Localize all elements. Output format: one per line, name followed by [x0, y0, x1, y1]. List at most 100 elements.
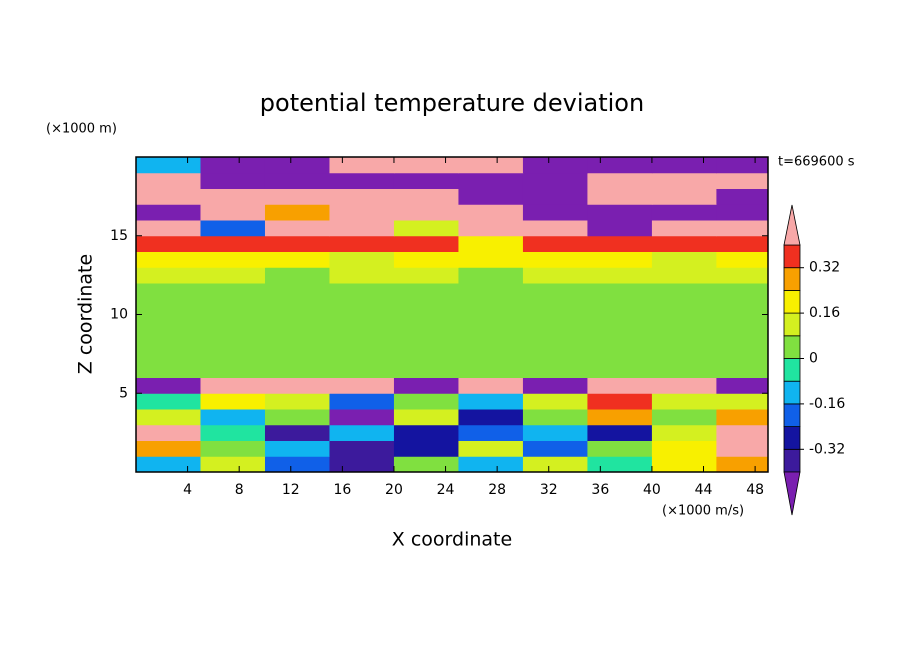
- contour-cell: [522, 346, 588, 378]
- contour-cell: [393, 283, 459, 315]
- contour-cell: [458, 188, 524, 205]
- contour-cell: [651, 251, 717, 268]
- contour-cell: [716, 172, 769, 189]
- y-tick-label: 5: [119, 385, 128, 401]
- contour-cell: [136, 456, 201, 473]
- contour-cell: [651, 440, 717, 457]
- contour-cell: [329, 393, 395, 410]
- contour-cell: [716, 157, 769, 174]
- x-tick-label: 36: [591, 482, 609, 498]
- contour-cell: [716, 424, 769, 441]
- colorbar-tick-label: -0.16: [809, 396, 845, 412]
- contour-cell: [393, 267, 459, 284]
- contour-cell: [587, 157, 653, 174]
- colorbar-box: [783, 358, 801, 382]
- contour-cell: [200, 283, 266, 315]
- contour-cell: [136, 157, 201, 174]
- colorbar-box: [783, 448, 801, 473]
- contour-cell: [716, 220, 769, 237]
- contour-cell: [587, 393, 653, 410]
- y-tick-label: 15: [110, 228, 128, 244]
- contour-cell: [522, 424, 588, 441]
- contour-cell: [136, 283, 201, 315]
- contour-cell: [200, 377, 266, 394]
- contour-cell: [393, 409, 459, 426]
- contour-cell: [587, 377, 653, 394]
- contour-cell: [522, 267, 588, 284]
- contour-cell: [200, 220, 266, 237]
- contour-cell: [329, 283, 395, 315]
- contour-cell: [136, 424, 201, 441]
- x-tick-label: 20: [385, 482, 403, 498]
- contour-cell: [264, 440, 330, 457]
- x-tick-label: 28: [488, 482, 506, 498]
- contour-cell: [458, 346, 524, 378]
- contour-cell: [522, 251, 588, 268]
- contour-cell: [587, 267, 653, 284]
- contour-cell: [136, 235, 201, 252]
- contour-cell: [264, 393, 330, 410]
- contour-cell: [458, 314, 524, 347]
- contour-cell: [136, 346, 201, 378]
- contour-cell: [716, 251, 769, 268]
- contour-cell: [136, 188, 201, 205]
- x-tick-label: 48: [746, 482, 764, 498]
- contour-cell: [264, 251, 330, 268]
- contour-cell: [651, 283, 717, 315]
- contour-cell: [458, 172, 524, 189]
- contour-cell: [264, 456, 330, 473]
- contour-cell: [264, 204, 330, 221]
- contour-cell: [651, 393, 717, 410]
- contour-cell: [716, 377, 769, 394]
- contour-cell: [393, 377, 459, 394]
- contour-cell: [329, 220, 395, 237]
- contour-cell: [393, 220, 459, 237]
- contour-cell: [651, 456, 717, 473]
- contour-cell: [587, 251, 653, 268]
- contour-cell: [458, 157, 524, 174]
- contour-cell: [393, 314, 459, 347]
- contour-cell: [651, 204, 717, 221]
- y-unit: (×1000 m): [46, 122, 117, 137]
- contour-cell: [587, 220, 653, 237]
- contour-cell: [393, 440, 459, 457]
- contour-cell: [587, 346, 653, 378]
- x-tick-label: 16: [333, 482, 351, 498]
- colorbar-box: [783, 380, 801, 405]
- contour-cell: [329, 235, 395, 252]
- colorbar-over: [783, 204, 801, 246]
- contour-cell: [651, 172, 717, 189]
- contour-cell: [329, 409, 395, 426]
- contour-cell: [522, 440, 588, 457]
- contour-cell: [136, 393, 201, 410]
- contour-cell: [200, 204, 266, 221]
- contour-cell: [329, 267, 395, 284]
- contour-cell: [651, 346, 717, 378]
- contour-cell: [458, 377, 524, 394]
- x-tick-label: 44: [695, 482, 713, 498]
- contour-cell: [393, 157, 459, 174]
- contour-cell: [200, 235, 266, 252]
- colorbar-tick-label: -0.32: [809, 441, 845, 457]
- contour-cell: [651, 314, 717, 347]
- contour-cell: [522, 456, 588, 473]
- contour-cell: [264, 188, 330, 205]
- contour-cell: [458, 204, 524, 221]
- contour-cell: [264, 283, 330, 315]
- contour-cell: [522, 235, 588, 252]
- contour-cell: [716, 204, 769, 221]
- contour-cell: [136, 204, 201, 221]
- x-tick-label: 24: [437, 482, 455, 498]
- colorbar-box: [783, 426, 801, 450]
- contour-cell: [329, 456, 395, 473]
- contour-cell: [587, 235, 653, 252]
- contour-cell: [651, 157, 717, 174]
- contour-cell: [522, 220, 588, 237]
- time-label: t=669600 s: [778, 155, 855, 170]
- contour-cell: [329, 314, 395, 347]
- contour-cell: [716, 314, 769, 347]
- contour-cell: [264, 409, 330, 426]
- contour-cell: [393, 456, 459, 473]
- contour-cell: [651, 267, 717, 284]
- contour-cell: [587, 204, 653, 221]
